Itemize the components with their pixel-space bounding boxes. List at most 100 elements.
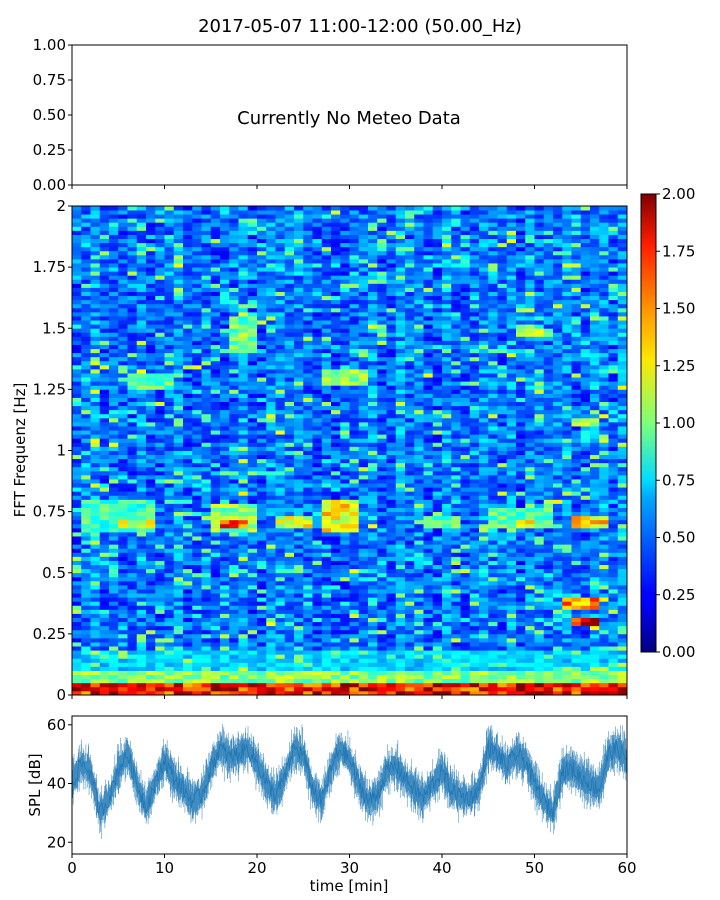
spectrogram-cell xyxy=(90,637,101,643)
spectrogram-cell xyxy=(229,446,239,451)
spectrogram-cell xyxy=(368,470,378,476)
spectrogram-cell xyxy=(247,332,258,337)
spectrogram-cell xyxy=(451,613,461,618)
spectrogram-cell xyxy=(368,324,378,329)
spectrogram-cell xyxy=(109,483,119,488)
spectrogram-cell xyxy=(266,409,276,415)
spectrogram-cell xyxy=(340,491,350,496)
spectrogram-cell xyxy=(284,483,295,488)
spectrogram-cell xyxy=(164,393,175,398)
spectrogram-cell xyxy=(405,409,415,415)
spectrogram-cell xyxy=(90,434,101,439)
spectrogram-cell xyxy=(220,214,230,219)
spectrogram-cell xyxy=(183,462,193,468)
spectrogram-cell xyxy=(238,311,249,317)
spectrogram-cell xyxy=(340,540,350,545)
spectrogram-cell xyxy=(127,617,138,623)
spectrogram-cell xyxy=(247,242,258,248)
spectrogram-cell xyxy=(164,629,175,635)
spectrogram-cell xyxy=(386,299,397,305)
spectrogram-cell xyxy=(81,540,91,545)
spectrogram-cell xyxy=(331,283,341,288)
spectrogram-cell xyxy=(377,572,387,578)
spectrogram-cell xyxy=(173,373,184,378)
spectrogram-cell xyxy=(72,320,82,325)
spectrogram-cell xyxy=(432,397,443,402)
spectrogram-cell xyxy=(358,532,369,537)
spectrogram-cell xyxy=(368,536,378,541)
spectrogram-cell xyxy=(275,242,286,248)
spectrogram-cell xyxy=(423,560,434,565)
spectrogram-cell xyxy=(321,458,332,464)
spectrogram-cell xyxy=(266,352,276,358)
spectrogram-cell xyxy=(358,674,369,680)
spectrogram-cell xyxy=(414,364,424,370)
spectrogram-cell xyxy=(395,572,406,578)
spectrogram-cell xyxy=(284,246,295,252)
spectrogram-cell xyxy=(118,377,128,382)
spectrogram-cell xyxy=(395,426,406,431)
spectrogram-cell xyxy=(321,303,332,309)
spectrogram-cell xyxy=(358,442,369,447)
spectrogram-cell xyxy=(155,503,165,508)
spectrogram-cell xyxy=(220,650,230,655)
spectrogram-cell xyxy=(155,658,165,663)
spectrogram-cell xyxy=(210,589,221,594)
spectrogram-cell xyxy=(229,629,239,635)
spectrogram-cell xyxy=(229,332,239,337)
spectrogram-cell xyxy=(229,214,239,219)
spectrogram-cell xyxy=(173,340,184,345)
spectrogram-cell xyxy=(183,686,193,692)
spectrogram-cell xyxy=(432,605,443,610)
spectrogram-cell xyxy=(257,523,267,529)
spectrogram-cell xyxy=(136,507,147,513)
spectrogram-cell xyxy=(377,254,387,260)
spectrogram-cell xyxy=(220,613,230,618)
spectrogram-cell xyxy=(395,580,406,586)
spectrogram-cell xyxy=(90,438,101,443)
spectrogram-cell xyxy=(136,515,147,521)
spectrogram-cell xyxy=(257,214,267,219)
spectrogram-cell xyxy=(220,316,230,321)
spectrogram-cell xyxy=(349,385,360,390)
spectrogram-cell xyxy=(72,210,82,215)
spectrogram-cell xyxy=(294,662,304,667)
spectrogram-cell xyxy=(312,381,323,386)
spectrogram-cell xyxy=(414,470,424,476)
spectrogram-cell xyxy=(201,393,212,398)
spectrogram-cell xyxy=(220,454,230,460)
spectrogram-cell xyxy=(173,487,184,492)
spectrogram-cell xyxy=(275,369,286,374)
spectrogram-cell xyxy=(414,674,424,680)
spectrogram-cell xyxy=(201,267,212,272)
spectrogram-cell xyxy=(368,417,378,423)
spectrogram-cell xyxy=(275,548,286,553)
spectrogram-cell xyxy=(386,446,397,451)
spectrogram-cell xyxy=(229,450,239,455)
spectrogram-cell xyxy=(377,617,387,623)
spectrogram-cell xyxy=(136,413,147,419)
spectrogram-cell xyxy=(405,434,415,439)
spectrogram-cell xyxy=(294,299,304,305)
spectrogram-cell xyxy=(164,267,175,272)
spectrogram-cell xyxy=(368,287,378,292)
spectrogram-cell xyxy=(312,283,323,288)
spectrogram-cell xyxy=(368,275,378,280)
spectrogram-cell xyxy=(247,401,258,407)
spectrogram-cell xyxy=(173,633,184,639)
spectrogram-cell xyxy=(284,560,295,565)
spectrogram-cell xyxy=(395,515,406,521)
spectrogram-cell xyxy=(146,515,156,521)
spectrogram-cell xyxy=(358,218,369,223)
spectrogram-cell xyxy=(257,340,267,345)
spectrogram-cell xyxy=(238,214,249,219)
spectrogram-cell xyxy=(414,324,424,329)
spectrogram-cell xyxy=(349,218,360,223)
spectrogram-cell xyxy=(451,503,461,508)
spectrogram-cell xyxy=(146,564,156,570)
spectrogram-cell xyxy=(192,381,202,386)
spectrogram-cell xyxy=(146,462,156,468)
spectrogram-cell xyxy=(173,458,184,464)
spectrogram-cell xyxy=(395,674,406,680)
spectrogram-cell xyxy=(155,340,165,345)
